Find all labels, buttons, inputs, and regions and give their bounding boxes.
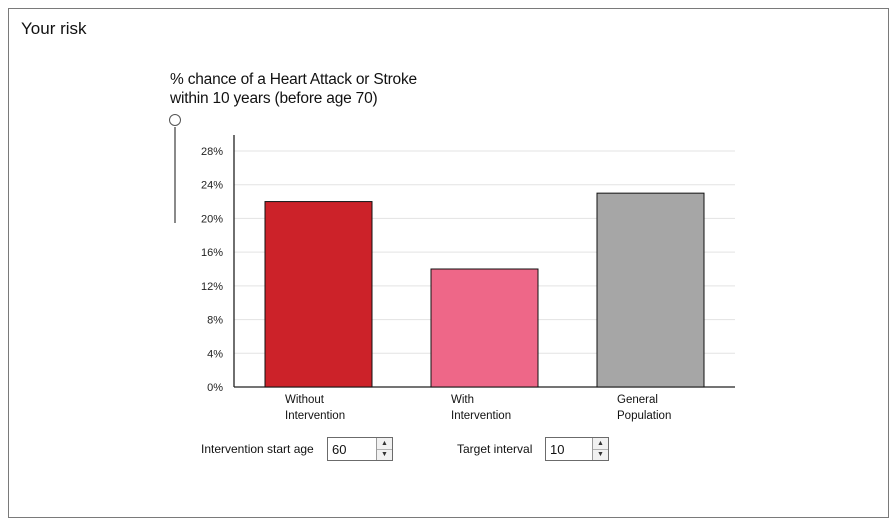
bar <box>596 192 705 388</box>
vertical-slider-track[interactable] <box>174 127 176 223</box>
y-tick-label: 24% <box>201 180 223 192</box>
start-age-input[interactable] <box>328 438 376 460</box>
y-tick-label: 12% <box>201 281 223 293</box>
target-interval-label: Target interval <box>457 442 533 456</box>
y-tick-label: 28% <box>201 146 223 158</box>
start-age-stepper[interactable]: ▲ ▼ <box>327 437 393 461</box>
increment-arrow-icon[interactable]: ▲ <box>593 438 608 449</box>
panel-title: Your risk <box>21 19 87 38</box>
y-tick-label: 4% <box>207 348 223 360</box>
y-tick-label: 8% <box>207 315 223 327</box>
x-category-label: Without <box>285 394 325 406</box>
x-category-label: Intervention <box>451 410 511 422</box>
x-category-label: Intervention <box>285 410 345 422</box>
bar <box>430 268 539 388</box>
chart-title-line-1: % chance of a Heart Attack or Stroke <box>170 71 417 88</box>
start-age-label: Intervention start age <box>201 442 314 456</box>
y-tick-label: 0% <box>207 382 223 394</box>
slider-handle[interactable] <box>169 114 181 126</box>
chart-title-line-2: within 10 years (before age 70) <box>170 90 378 107</box>
target-interval-input[interactable] <box>546 438 592 460</box>
decrement-arrow-icon[interactable]: ▼ <box>377 448 392 460</box>
increment-arrow-icon[interactable]: ▲ <box>377 438 392 449</box>
y-tick-label: 20% <box>201 213 223 225</box>
x-category-label: General <box>617 394 658 406</box>
x-category-label: Population <box>617 410 671 422</box>
start-age-spin-buttons: ▲ ▼ <box>376 438 392 460</box>
y-tick-label: 16% <box>201 247 223 259</box>
decrement-arrow-icon[interactable]: ▼ <box>593 448 608 460</box>
risk-panel: Your risk <box>8 8 889 518</box>
target-interval-spin-buttons: ▲ ▼ <box>592 438 608 460</box>
bar <box>264 201 373 388</box>
x-category-label: With <box>451 394 474 406</box>
chart-title: % chance of a Heart Attack or Stroke wit… <box>170 70 417 108</box>
target-interval-stepper[interactable]: ▲ ▼ <box>545 437 609 461</box>
